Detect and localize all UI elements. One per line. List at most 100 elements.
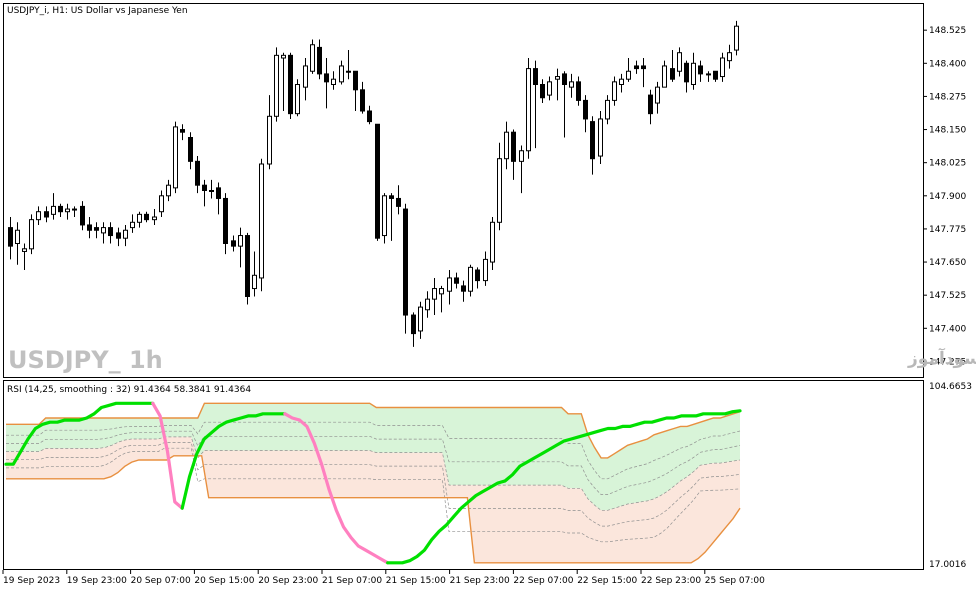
candle [72, 206, 77, 217]
candle-body [375, 123, 380, 239]
candle [245, 232, 250, 305]
candle-body [180, 129, 185, 133]
candle-body [396, 197, 401, 207]
candle [123, 224, 128, 247]
candle [519, 145, 524, 194]
price-panel[interactable] [3, 3, 924, 378]
candle-body [144, 213, 149, 221]
candle [396, 185, 401, 215]
candle-body [490, 221, 495, 263]
candle-body [310, 44, 315, 72]
candle-body [598, 118, 603, 157]
candle [511, 129, 516, 180]
candle-body [116, 232, 121, 239]
candle-body [713, 70, 718, 80]
band-level-line [6, 436, 741, 511]
candle-body [576, 81, 581, 101]
price-tick-label: 148.150 [929, 126, 966, 136]
candle [497, 142, 502, 231]
candle-body [619, 78, 624, 85]
indicator-min-label: 17.0016 [929, 560, 966, 570]
price-tick-label: 147.525 [929, 291, 966, 301]
candle-body [670, 68, 675, 80]
candle [65, 203, 70, 220]
price-tick-label: 147.650 [929, 258, 966, 268]
candle [310, 39, 315, 74]
candle [461, 280, 466, 302]
candle [367, 105, 372, 125]
candle-body [353, 70, 358, 91]
indicator-title: RSI (14,25, smoothing : 32) 91.4364 58.3… [7, 385, 251, 395]
candle [159, 190, 164, 217]
candle [540, 79, 545, 104]
time-tick-label: 22 Sep 23:00 [641, 576, 701, 586]
candle [526, 58, 531, 159]
candle-body [223, 197, 228, 244]
time-tick-label: 20 Sep 15:00 [194, 576, 254, 586]
candle-body [706, 73, 711, 76]
candle-body [94, 227, 99, 231]
candle-body [641, 65, 646, 70]
candle [339, 60, 344, 85]
rsi-line-segment [386, 409, 742, 565]
candle [598, 111, 603, 164]
candle-body [137, 213, 142, 223]
candle-body [382, 195, 387, 237]
candle [641, 58, 646, 88]
candle-body [504, 131, 509, 160]
candle [331, 71, 336, 90]
candle [137, 211, 142, 228]
price-tick-label: 148.400 [929, 59, 966, 69]
candle [288, 52, 293, 119]
candle [317, 39, 322, 80]
candle [533, 60, 538, 149]
candle-body [439, 288, 444, 295]
candle [80, 201, 85, 231]
candle [353, 70, 358, 111]
candle [267, 95, 272, 170]
candle-body [65, 208, 70, 213]
candle [734, 20, 739, 56]
time-tick-label: 19 Sep 2023 [3, 576, 60, 586]
candle-body [195, 160, 200, 186]
candle [15, 222, 20, 265]
candle-body [216, 187, 221, 199]
candle [202, 179, 207, 207]
candle [583, 95, 588, 133]
candle-body [662, 65, 667, 88]
candle-body [698, 65, 703, 75]
candle-body [123, 229, 128, 239]
candle [58, 203, 63, 217]
candle-body [727, 52, 732, 62]
rsi-line-segment [283, 412, 390, 565]
candle-body [432, 288, 437, 300]
candle [662, 60, 667, 88]
candle [231, 235, 236, 252]
candle-body [526, 68, 531, 152]
candle [274, 47, 279, 122]
candle-body [540, 84, 545, 99]
candle [152, 209, 157, 225]
candle [727, 44, 732, 69]
candle-body [44, 211, 49, 218]
candle-body [36, 211, 41, 221]
candle-body [511, 131, 516, 162]
candle-body [655, 86, 660, 104]
candle-body [274, 54, 279, 117]
candle-body [317, 46, 322, 75]
upper-band-line [6, 402, 741, 459]
candle [281, 52, 286, 111]
candle [483, 251, 488, 286]
candle-body [547, 81, 552, 96]
candle [259, 158, 264, 292]
candle [605, 95, 610, 125]
candle-body [288, 54, 293, 115]
candle [684, 60, 689, 93]
time-tick-label: 21 Sep 15:00 [386, 576, 446, 586]
candle-body [281, 54, 286, 59]
candle [303, 58, 308, 101]
candle-body [403, 208, 408, 316]
time-tick-label: 22 Sep 15:00 [577, 576, 637, 586]
candle [425, 291, 430, 318]
candle [346, 50, 351, 80]
